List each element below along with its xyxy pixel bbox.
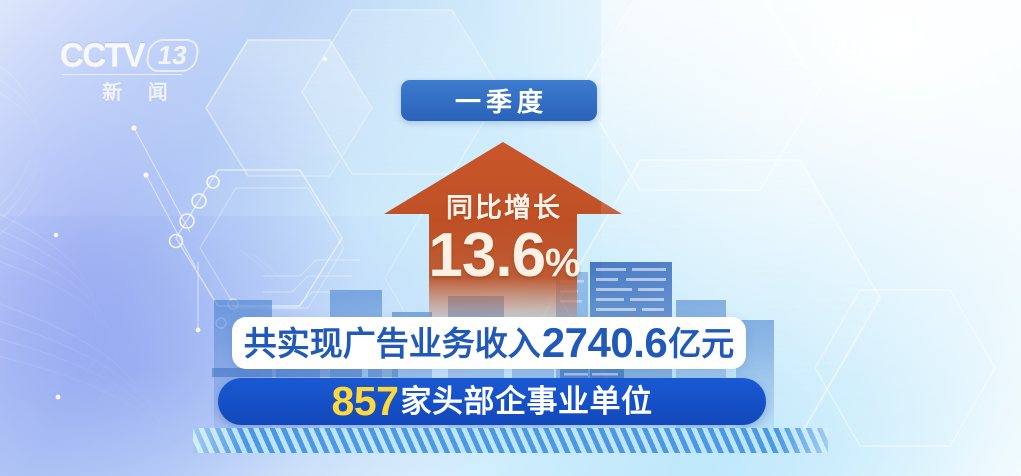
logo-divider (62, 74, 182, 75)
logo-subtitle: 新 闻 (102, 82, 178, 104)
units-label: 家头部企事业单位 (400, 384, 653, 419)
revenue-banner: 共实现广告业务收入 2740.6 亿元 (232, 317, 746, 369)
cctv-logo: CCTV 13 新 闻 (60, 38, 210, 105)
connector-lines (133, 127, 199, 330)
logo-row: CCTV 13 (60, 38, 210, 72)
growth-arrow-icon (384, 142, 622, 330)
logo-cctv-text: CCTV (60, 36, 145, 73)
units-banner: 857 家头部企事业单位 (218, 378, 766, 425)
revenue-prefix: 共实现广告业务收入 (243, 324, 541, 362)
quarter-tag-label: 一季度 (454, 87, 548, 117)
bottom-stripe-fade (193, 428, 828, 453)
watermark-line-2: CCTV (843, 63, 899, 80)
units-count: 857 (331, 378, 399, 424)
growth-value-block: 13.6% (392, 224, 616, 295)
quarter-tag: 一季度 (401, 80, 597, 121)
growth-value: 13.6 (428, 221, 546, 290)
revenue-unit: 亿元 (668, 324, 735, 362)
channel-watermark: 央视新闻 CCTV (828, 41, 914, 80)
growth-percent-symbol: % (545, 241, 581, 285)
growth-label: 同比增长 (446, 193, 562, 223)
revenue-value: 2740.6 (541, 319, 668, 366)
circle-dots-group (168, 175, 220, 249)
watermark-line-1: 央视新闻 (828, 41, 914, 64)
dot-markers (53, 56, 328, 400)
